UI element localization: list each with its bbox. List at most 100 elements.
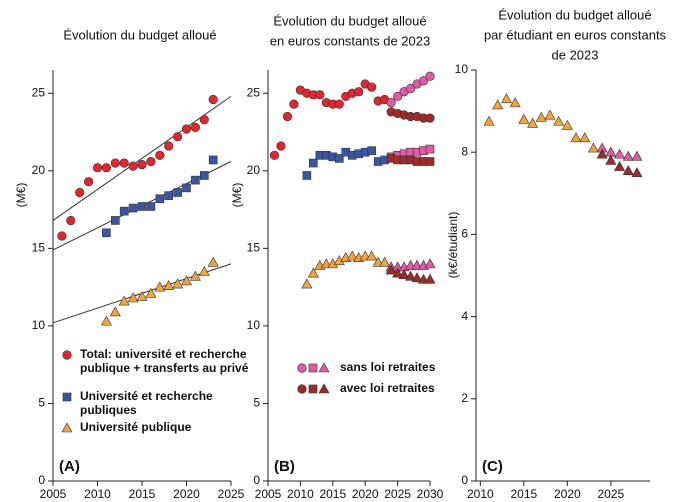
point: [190, 122, 200, 132]
point: [128, 161, 138, 171]
chart-title: Évolution du budget alloué: [498, 7, 651, 22]
point: [289, 99, 299, 109]
point: [424, 273, 436, 284]
point: [154, 281, 166, 292]
x-tick-label: 2015: [129, 487, 156, 501]
point: [109, 306, 121, 317]
y-axis-label: (M€): [14, 183, 28, 208]
point: [392, 267, 404, 278]
point: [136, 290, 148, 301]
point: [182, 183, 191, 193]
point: [83, 177, 94, 187]
chart-title: par étudiant en euros constants: [484, 27, 667, 42]
point: [386, 97, 396, 108]
chart-title: Évolution du budget alloué: [63, 27, 216, 42]
legend-marker: [308, 384, 318, 394]
point: [181, 124, 192, 134]
y-tick-label: 15: [247, 241, 261, 255]
y-tick-label: 6: [461, 227, 468, 241]
panel-label: (A): [59, 458, 80, 475]
point: [411, 272, 423, 283]
y-tick-label: 25: [247, 85, 261, 99]
point: [102, 228, 111, 238]
x-tick-label: 2005: [255, 487, 282, 501]
x-tick-label: 2025: [218, 487, 245, 501]
x-tick-label: 2010: [84, 487, 111, 501]
point: [605, 154, 617, 165]
point: [119, 158, 129, 168]
point: [393, 91, 403, 101]
point: [282, 111, 293, 122]
point: [398, 269, 410, 280]
x-tick-label: 2010: [287, 487, 314, 501]
point: [110, 158, 120, 168]
x-tick-label: 2005: [40, 487, 67, 501]
point: [346, 250, 358, 261]
point: [155, 194, 165, 204]
point: [145, 287, 157, 298]
point: [276, 141, 286, 151]
point: [425, 71, 435, 81]
point: [614, 160, 626, 171]
chart-title: en euros constants de 2023: [270, 33, 430, 48]
point: [596, 148, 608, 159]
x-tick-label: 2020: [554, 487, 581, 501]
point: [354, 87, 364, 97]
point: [172, 278, 184, 289]
panel-label: (B): [274, 458, 295, 475]
point: [366, 250, 378, 261]
x-tick-label: 2015: [319, 487, 346, 501]
y-tick-label: 5: [253, 396, 260, 410]
y-tick-label: 0: [461, 473, 468, 487]
point: [208, 94, 218, 105]
legend-marker: [297, 363, 307, 373]
legend-marker: [62, 350, 72, 360]
point: [127, 292, 139, 303]
y-tick-label: 8: [461, 144, 468, 158]
point: [301, 278, 313, 289]
point: [425, 144, 435, 154]
point: [155, 150, 165, 160]
x-tick-label: 2020: [352, 487, 379, 501]
point: [200, 171, 209, 180]
point: [631, 150, 643, 161]
chart-title: Évolution du budget alloué: [273, 13, 426, 28]
point: [198, 266, 210, 276]
point: [137, 202, 147, 211]
y-axis-label: (k€/étudiant): [446, 212, 460, 279]
y-tick-label: 5: [38, 396, 45, 410]
point: [164, 141, 174, 151]
point: [173, 188, 182, 197]
point: [561, 119, 573, 130]
point: [66, 215, 76, 226]
point: [622, 150, 634, 161]
point: [405, 270, 417, 281]
y-axis-label: (M€): [230, 183, 244, 208]
point: [92, 163, 103, 173]
point: [189, 270, 201, 281]
point: [334, 154, 344, 163]
point: [614, 148, 626, 159]
panel-label: (C): [482, 458, 503, 475]
trend-line: [52, 95, 232, 221]
y-tick-label: 20: [32, 163, 46, 177]
legend-label: sans loi retraites: [340, 360, 436, 374]
point: [75, 187, 85, 198]
y-tick-label: 4: [461, 309, 468, 323]
legend-marker: [62, 392, 72, 402]
y-tick-label: 25: [32, 85, 46, 99]
x-tick-label: 2020: [173, 487, 200, 501]
point: [164, 191, 173, 200]
y-tick-label: 0: [253, 473, 260, 487]
point: [535, 111, 547, 122]
legend-label: Université publique: [80, 420, 192, 434]
y-tick-label: 10: [247, 318, 261, 332]
point: [587, 142, 599, 153]
x-tick-label: 2015: [510, 487, 537, 501]
y-tick-label: 15: [32, 241, 46, 255]
point: [100, 315, 112, 326]
legend-marker: [61, 422, 73, 433]
point: [379, 256, 391, 267]
y-tick-label: 2: [461, 391, 468, 405]
